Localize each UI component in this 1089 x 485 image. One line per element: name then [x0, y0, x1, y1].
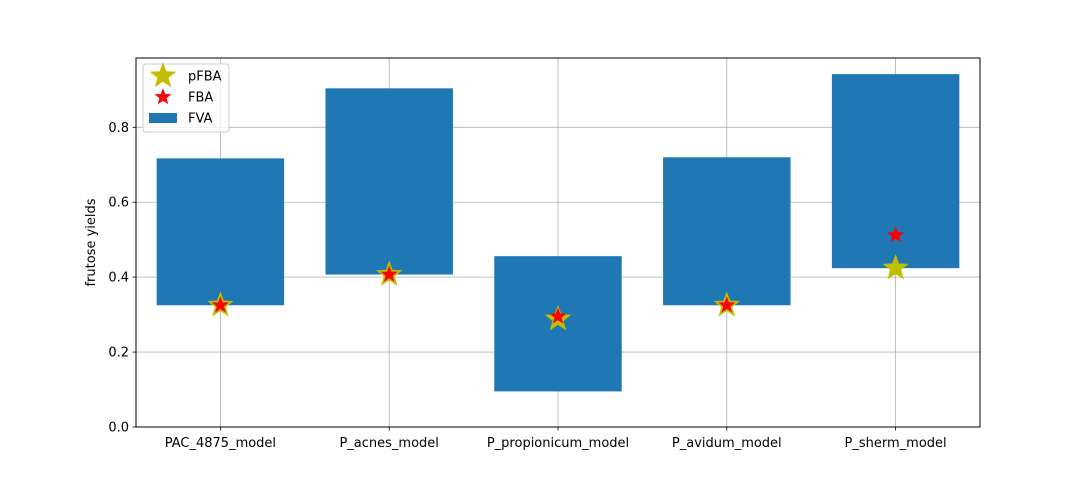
- legend-label: FVA: [188, 112, 213, 127]
- x-tick-label: P_avidum_model: [672, 436, 782, 451]
- x-tick-label: P_sherm_model: [845, 436, 947, 451]
- fva-bar: [663, 157, 791, 306]
- fba-marker: [718, 296, 736, 313]
- fba-marker: [887, 226, 905, 243]
- fba-marker: [380, 265, 398, 282]
- legend-fba-marker: [154, 88, 172, 105]
- y-tick-label: 0.4: [108, 271, 129, 286]
- x-tick-label: P_acnes_model: [339, 436, 438, 451]
- y-axis-label: frutose yields: [84, 198, 99, 286]
- star-markers: [207, 226, 909, 331]
- fva-bar: [325, 88, 453, 275]
- legend-fva-swatch: [149, 113, 177, 123]
- x-tick-label: PAC_4875_model: [165, 436, 276, 451]
- y-tick-label: 0.6: [108, 196, 129, 211]
- legend-label: FBA: [188, 91, 213, 106]
- legend-pfba-marker: [149, 62, 177, 88]
- pfba-marker: [882, 254, 909, 280]
- y-tick-label: 0.0: [108, 421, 129, 436]
- y-tick-label: 0.8: [108, 121, 129, 136]
- fba-marker: [549, 307, 567, 324]
- legend: pFBA FBA FVA: [142, 62, 230, 133]
- fva-bars: [156, 74, 960, 392]
- x-tick-label: P_propionicum_model: [487, 436, 629, 451]
- fva-bar: [831, 74, 960, 269]
- axis-ticks: 0.0 0.2 0.4 0.6 0.8 PAC_4875_model P_acnes_mod…: [108, 121, 946, 451]
- legend-label: pFBA: [188, 70, 222, 85]
- fva-bar: [156, 158, 285, 306]
- y-tick-label: 0.2: [108, 346, 129, 361]
- fba-marker: [211, 296, 229, 313]
